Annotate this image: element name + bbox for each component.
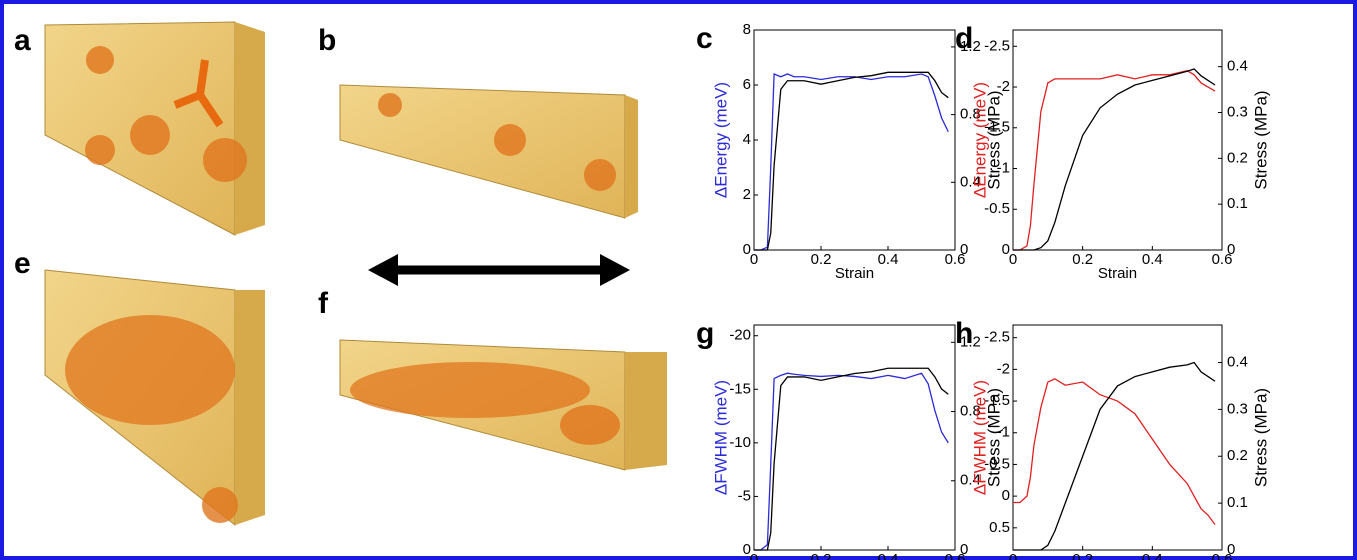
y2-axis-label: Stress (MPa) <box>1251 90 1270 189</box>
x-tick-label: 0.4 <box>1142 251 1163 268</box>
y-tick-label: 0 <box>743 541 751 558</box>
y2-tick-label: 0.4 <box>960 173 981 190</box>
y-tick-label: -5 <box>738 487 751 504</box>
y-tick-label: -10 <box>729 434 751 451</box>
y2-axis-label: Stress (MPa) <box>1251 388 1270 487</box>
plot-frame <box>753 324 956 551</box>
y2-tick-label: 0.2 <box>1227 149 1248 166</box>
panel-label: g <box>696 317 714 350</box>
y-tick-label: 8 <box>743 21 751 38</box>
y2-tick-label: 0.8 <box>960 106 981 123</box>
y2-tick-label: 1.2 <box>960 333 981 350</box>
plot-frame <box>1012 324 1223 551</box>
x-tick-label: 0.2 <box>811 251 832 268</box>
y-tick-label: -1.5 <box>984 119 1010 136</box>
y2-axis-label: Stress (MPa) <box>984 90 1003 189</box>
y-axis-label: ΔEnergy (meV) <box>711 82 730 198</box>
strain-arrow <box>368 254 630 286</box>
y2-axis-label: Stress (MPa) <box>984 388 1003 487</box>
x-axis-label: Strain <box>1098 265 1137 282</box>
panel-label: b <box>318 24 336 57</box>
y2-tick-label: 0 <box>960 241 968 258</box>
y-tick-label: -0.5 <box>984 200 1010 217</box>
series-line <box>1013 361 1216 551</box>
series-line <box>1013 378 1216 526</box>
y2-tick-label: 0.8 <box>960 403 981 420</box>
y2-tick-label: 0 <box>1227 541 1235 558</box>
panel-label: c <box>696 22 713 55</box>
y-tick-label: -2 <box>997 78 1010 95</box>
y-tick-label: 2 <box>743 186 751 203</box>
image-a <box>44 21 265 236</box>
series-line <box>1013 70 1216 251</box>
y2-tick-label: 0 <box>1227 241 1235 258</box>
panel-label: f <box>318 287 329 320</box>
x-tick-label: 0 <box>750 251 758 268</box>
y-axis-label: ΔEnergy (meV) <box>970 82 989 198</box>
y-tick-label: 0 <box>1002 241 1010 258</box>
panel-label: h <box>955 317 973 350</box>
panel-label: d <box>955 22 973 55</box>
x-tick-label: 0.2 <box>1072 251 1093 268</box>
series-line <box>754 372 949 551</box>
series-line <box>754 73 949 251</box>
series-line <box>754 367 949 551</box>
y2-tick-label: 0.3 <box>1227 103 1248 120</box>
image-e <box>44 269 265 527</box>
y-tick-label: -1.5 <box>984 392 1010 409</box>
x-tick-label: 0.6 <box>1212 251 1233 268</box>
x-tick-label: 0.2 <box>1072 551 1093 560</box>
image-f <box>339 339 667 471</box>
plot-frame <box>1012 29 1223 251</box>
x-tick-label: 0.6 <box>1212 551 1233 560</box>
x-axis-label: Strain <box>835 265 874 282</box>
y2-tick-label: 0.4 <box>1227 353 1248 370</box>
y2-tick-label: 0.4 <box>960 472 981 489</box>
y2-tick-label: 0.1 <box>1227 195 1248 212</box>
series-line <box>754 71 949 251</box>
y-axis-label: ΔFWHM (meV) <box>970 380 989 495</box>
x-tick-label: 0.6 <box>945 551 966 560</box>
y-tick-label: 4 <box>743 131 751 148</box>
y2-tick-label: 0.1 <box>1227 494 1248 511</box>
image-b <box>339 84 638 219</box>
y-tick-label: 6 <box>743 76 751 93</box>
y-tick-label: -1 <box>997 424 1010 441</box>
y-tick-label: -0.5 <box>984 455 1010 472</box>
x-tick-label: 0.4 <box>878 551 899 560</box>
series-line <box>1013 68 1216 251</box>
y-tick-label: -2.5 <box>984 329 1010 346</box>
y-tick-label: -2.5 <box>984 37 1010 54</box>
x-tick-label: 0 <box>750 551 758 560</box>
y-tick-label: -2 <box>997 360 1010 377</box>
y2-tick-label: 0.3 <box>1227 400 1248 417</box>
y2-tick-label: 0 <box>960 541 968 558</box>
y2-tick-label: 0.4 <box>1227 58 1248 75</box>
x-tick-label: 0 <box>1009 551 1017 560</box>
x-tick-label: 0.6 <box>945 251 966 268</box>
x-tick-label: 0.2 <box>811 551 832 560</box>
y2-tick-label: 1.2 <box>960 38 981 55</box>
y-tick-label: 0.5 <box>989 519 1010 536</box>
x-tick-label: 0 <box>1009 251 1017 268</box>
y2-tick-label: 0.2 <box>1227 447 1248 464</box>
panel-label: e <box>14 247 31 280</box>
y-tick-label: -1 <box>997 159 1010 176</box>
x-tick-label: 0.4 <box>878 251 899 268</box>
panel-label: a <box>14 24 31 57</box>
y-tick-label: -20 <box>729 327 751 344</box>
y-axis-label: ΔFWHM (meV) <box>711 380 730 495</box>
y-tick-label: 0 <box>1002 487 1010 504</box>
x-tick-label: 0.4 <box>1142 551 1163 560</box>
y-tick-label: -15 <box>729 380 751 397</box>
y-tick-label: 0 <box>743 241 751 258</box>
plot-frame <box>753 29 956 251</box>
